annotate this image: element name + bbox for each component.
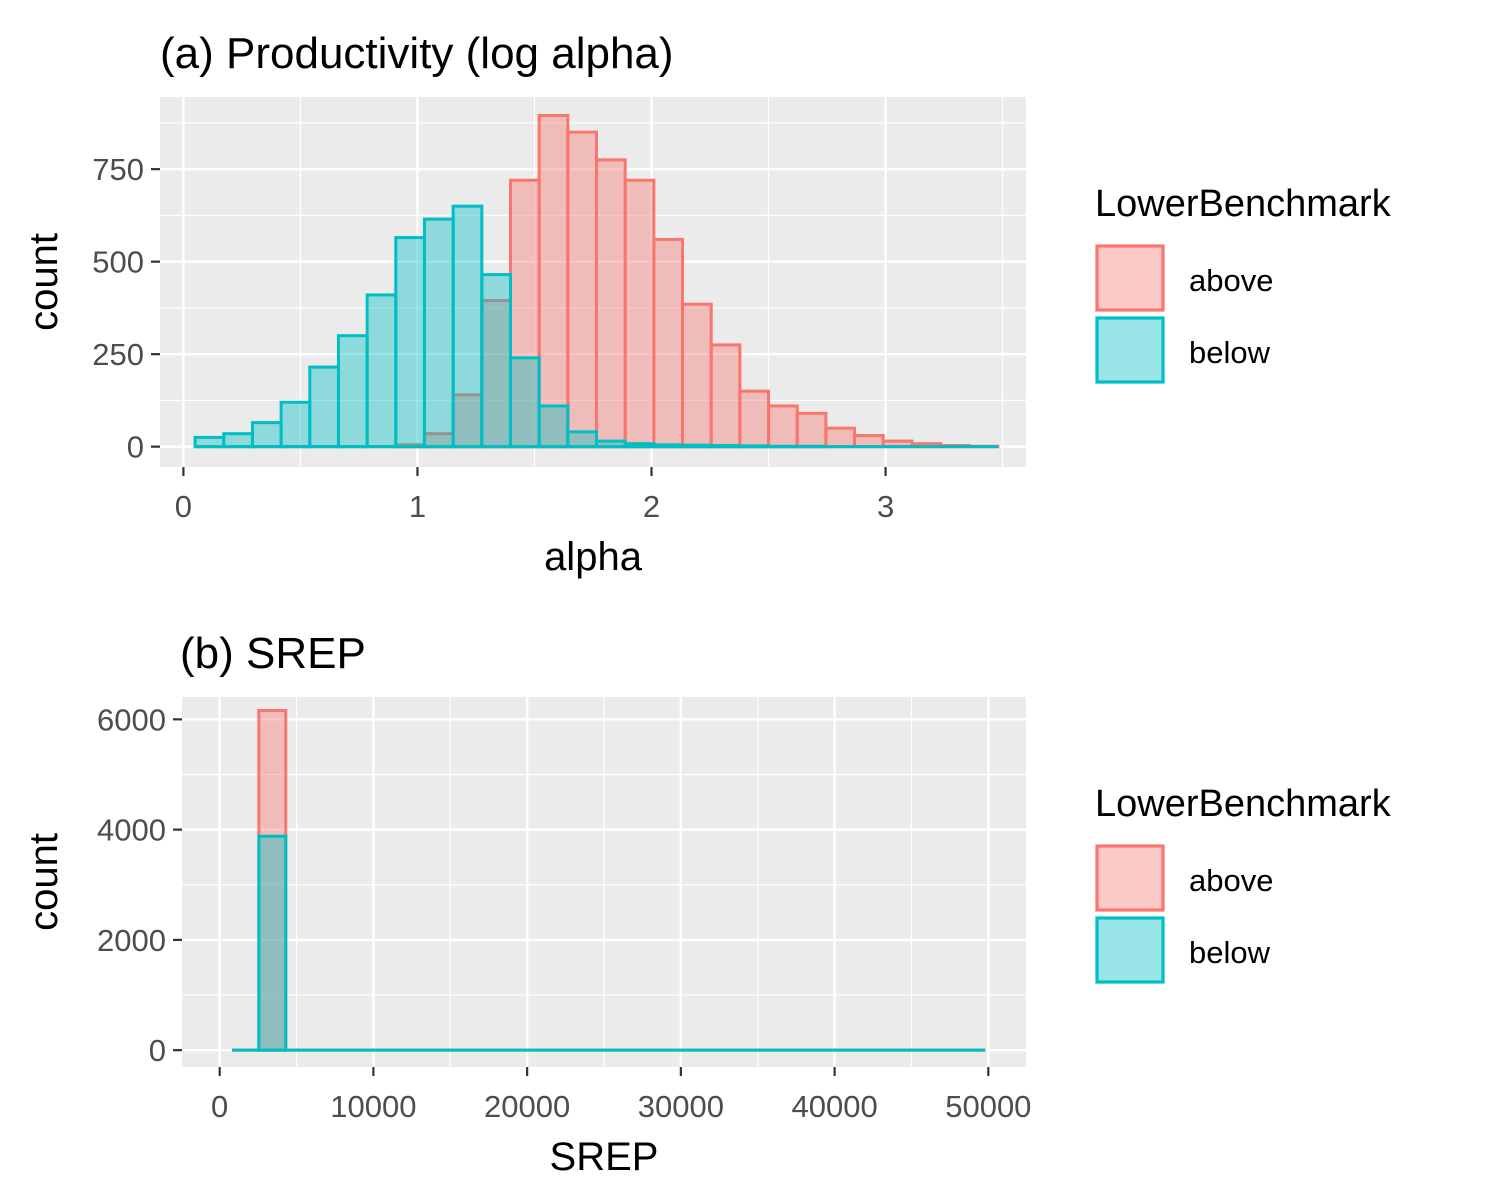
y-axis-title: count [22, 233, 66, 331]
bar-above [824, 426, 857, 449]
bar-below [222, 432, 254, 449]
legend-label-above: above [1189, 263, 1273, 298]
legend-title: LowerBenchmark [1095, 783, 1392, 825]
bar-above [595, 158, 627, 449]
chart-alpha: (a) Productivity (log alpha) 0 250 500 750 0 1… [22, 29, 1392, 579]
legend-label-below: below [1189, 935, 1271, 970]
bar-below [250, 421, 283, 449]
bar-above [537, 114, 570, 449]
legend-title: LowerBenchmark [1095, 183, 1392, 225]
bar-below [566, 430, 599, 449]
x-tick-label: 20000 [484, 1089, 570, 1124]
bar-above [709, 343, 742, 449]
bar-above [566, 130, 599, 449]
chart-title: (a) Productivity (log alpha) [160, 29, 674, 78]
bar-below [336, 334, 369, 449]
legend-key-above [1095, 844, 1165, 912]
bar-below [451, 204, 484, 449]
x-tick-label: 50000 [945, 1089, 1031, 1124]
bar-above [480, 299, 512, 449]
legend-label-above: above [1189, 863, 1273, 898]
chart-title: (b) SREP [180, 629, 366, 678]
plot-panel [160, 97, 1026, 467]
bar-above [767, 404, 799, 449]
x-tick-label: 0 [211, 1089, 228, 1124]
x-tick-label: 1 [409, 489, 426, 524]
bar-below [365, 293, 398, 449]
x-tick-label: 0 [175, 489, 192, 524]
bar-below [308, 365, 340, 449]
series-below [231, 834, 986, 1052]
y-tick-label: 0 [149, 1033, 166, 1068]
y-tick-label: 2000 [97, 923, 166, 958]
legend-label-below: below [1189, 335, 1271, 370]
x-tick-label: 40000 [791, 1089, 877, 1124]
bar-above [853, 434, 885, 449]
bar-above [652, 237, 685, 449]
chart-srep: (b) SREP 0 2000 4000 6000 0 10000 20000 30000 400… [22, 629, 1392, 1179]
bar-above [795, 411, 828, 449]
legend: LowerBenchmark above below [1095, 783, 1392, 984]
bar-above [738, 389, 771, 449]
y-tick-label: 0 [127, 430, 144, 465]
bar-below [394, 236, 426, 449]
x-tick-label: 2 [643, 489, 660, 524]
y-tick-label: 750 [92, 152, 144, 187]
y-tick-label: 4000 [97, 813, 166, 848]
bar-below [279, 400, 312, 449]
x-tick-label: 30000 [638, 1089, 724, 1124]
x-axis-title: alpha [544, 535, 643, 579]
bar-below [537, 404, 570, 449]
legend-key-below [1095, 316, 1165, 384]
y-tick-label: 6000 [97, 702, 166, 737]
x-tick-label: 10000 [330, 1089, 416, 1124]
bar-below [257, 834, 288, 1052]
bar-below [480, 273, 512, 449]
y-tick-label: 250 [92, 337, 144, 372]
legend-key-below [1095, 916, 1165, 984]
bar-below [422, 217, 455, 449]
bar-above [623, 178, 656, 449]
series-below [193, 204, 998, 449]
y-tick-label: 500 [92, 245, 144, 280]
y-axis-title: count [22, 833, 66, 931]
x-axis-title: SREP [550, 1135, 659, 1179]
x-tick-label: 3 [877, 489, 894, 524]
legend-key-above [1095, 244, 1165, 312]
legend: LowerBenchmark above below [1095, 183, 1392, 384]
bar-below [508, 356, 541, 449]
bar-above [681, 302, 713, 449]
